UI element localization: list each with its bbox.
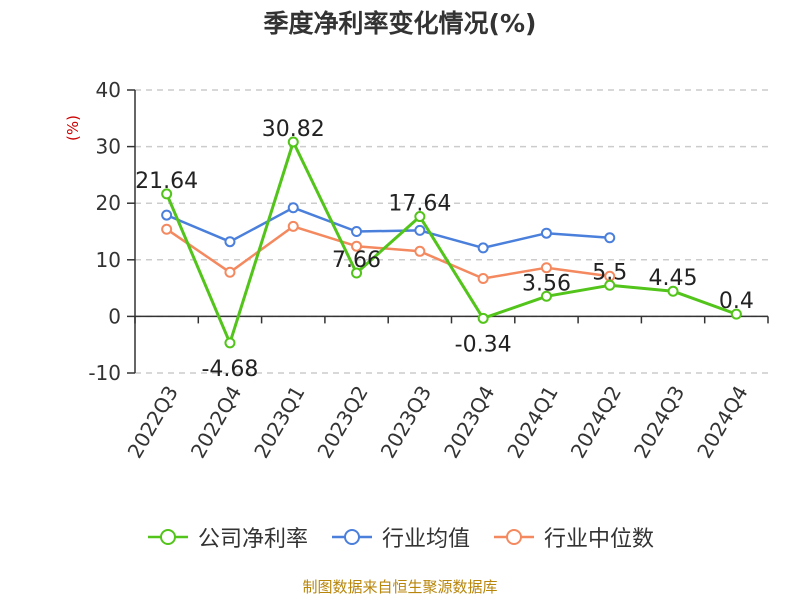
data-label: -0.34 (455, 332, 512, 357)
x-tick-label: 2024Q1 (502, 382, 562, 463)
x-tick-label: 2022Q4 (186, 382, 246, 463)
x-tick-label: 2024Q2 (566, 382, 626, 463)
data-point (414, 245, 426, 257)
data-label: 17.64 (388, 192, 451, 217)
data-point (477, 312, 489, 324)
y-tick-label: -10 (88, 361, 121, 385)
data-point (540, 227, 552, 239)
data-point (161, 188, 173, 200)
data-point (604, 232, 616, 244)
source-note: 制图数据来自恒生聚源数据库 (302, 578, 498, 596)
data-point (351, 267, 363, 279)
data-point (540, 290, 552, 302)
y-axis-label: (%) (64, 115, 82, 141)
y-tick-label: 0 (108, 304, 121, 328)
data-point (351, 240, 363, 252)
data-point (287, 136, 299, 148)
data-label: -4.68 (201, 357, 258, 382)
x-tick-label: 2023Q4 (439, 382, 499, 463)
data-point (477, 242, 489, 254)
legend-line-icon (494, 529, 534, 545)
legend-item-industry-mean[interactable]: 行业均值 (330, 521, 470, 553)
y-tick-label: 10 (96, 248, 121, 272)
x-tick-label: 2024Q4 (692, 382, 752, 463)
data-point (224, 337, 236, 349)
legend-item-industry-median[interactable]: 行业中位数 (492, 521, 654, 553)
legend-item-company[interactable]: 公司净利率 (146, 521, 308, 553)
series-line (165, 140, 737, 345)
x-tick-label: 2023Q1 (249, 382, 309, 463)
y-tick-label: 30 (96, 135, 121, 159)
data-label: 3.56 (522, 271, 571, 296)
legend-line-icon (331, 529, 372, 545)
data-point (161, 223, 173, 235)
x-tick-label: 2024Q3 (629, 382, 689, 463)
data-label: 4.45 (649, 266, 698, 291)
data-point (414, 224, 426, 236)
legend-line-icon (147, 529, 188, 545)
data-label: 30.82 (262, 117, 325, 142)
data-label: 21.64 (135, 169, 198, 194)
data-point (351, 226, 363, 237)
data-point (540, 262, 552, 274)
data-point (287, 220, 299, 232)
data-point (224, 266, 236, 278)
data-point (161, 209, 173, 221)
x-tick-label: 2022Q3 (123, 382, 183, 463)
data-point (477, 272, 489, 284)
legend-label-company: 公司净利率 (197, 527, 308, 552)
x-tick-label: 2023Q3 (376, 382, 436, 463)
y-tick-label: 40 (96, 78, 121, 102)
data-point (730, 308, 742, 320)
chart-title: 季度净利率变化情况(%) (263, 9, 537, 38)
data-label: 7.66 (332, 248, 381, 273)
legend: 公司净利率 行业均值 行业中位数 (0, 520, 800, 554)
series-line (165, 225, 610, 280)
data-point (414, 211, 426, 223)
y-tick-label: 20 (96, 191, 121, 215)
data-label: 0.4 (719, 289, 754, 314)
data-point (667, 285, 679, 297)
data-point (604, 279, 616, 291)
legend-label-industry-median: 行业中位数 (544, 527, 655, 552)
data-label: 5.5 (592, 260, 627, 285)
x-tick-label: 2023Q2 (312, 382, 372, 463)
data-point (287, 202, 299, 214)
data-point (224, 236, 236, 248)
legend-label-industry-mean: 行业均值 (381, 527, 470, 552)
series-line (166, 206, 610, 250)
